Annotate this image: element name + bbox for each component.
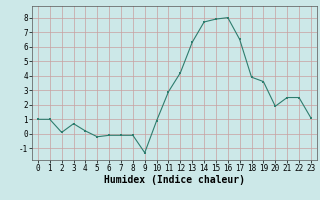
- X-axis label: Humidex (Indice chaleur): Humidex (Indice chaleur): [104, 175, 245, 185]
